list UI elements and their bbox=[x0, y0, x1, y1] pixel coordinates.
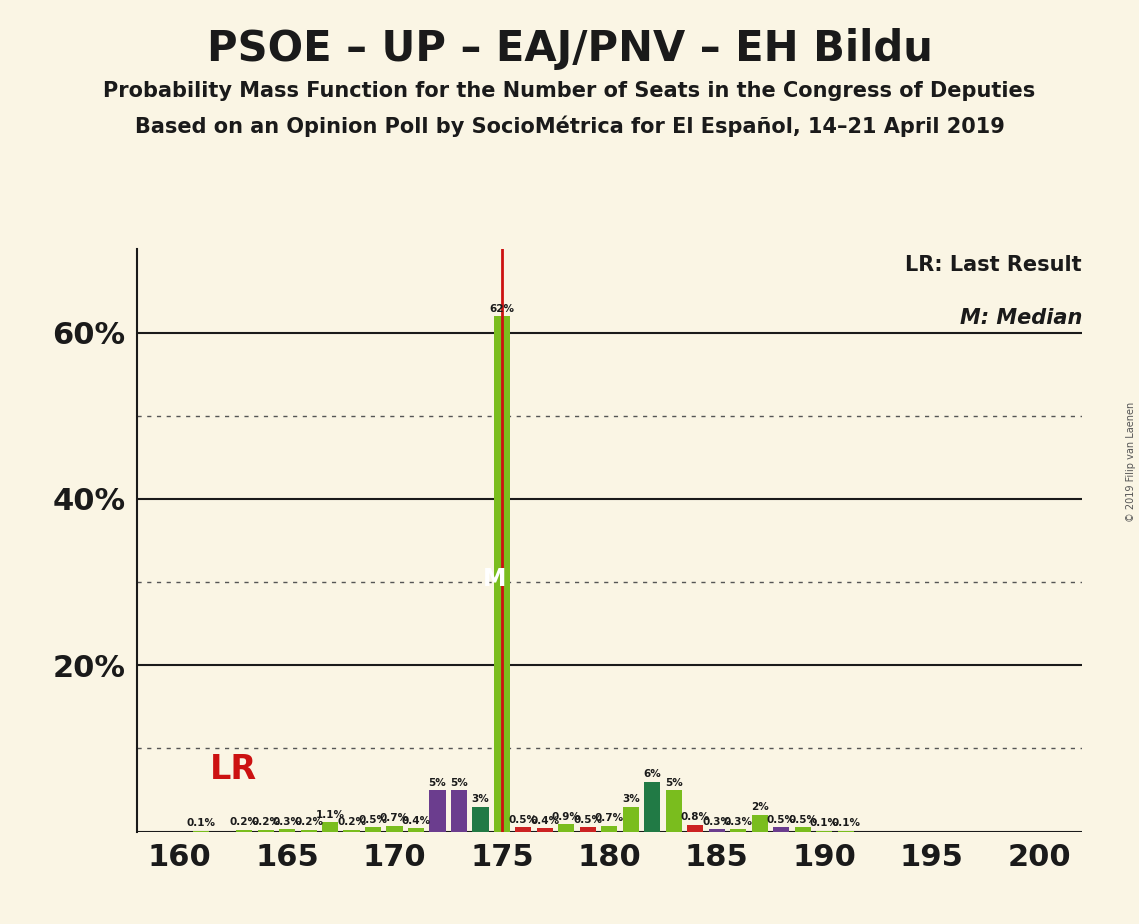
Bar bbox=[580, 828, 596, 832]
Bar bbox=[364, 828, 382, 832]
Bar bbox=[687, 825, 704, 832]
Text: 0.7%: 0.7% bbox=[595, 813, 624, 823]
Text: 0.5%: 0.5% bbox=[573, 815, 603, 825]
Bar bbox=[558, 824, 574, 832]
Bar bbox=[730, 829, 746, 832]
Bar bbox=[494, 316, 510, 832]
Bar bbox=[645, 782, 661, 832]
Text: 0.2%: 0.2% bbox=[251, 818, 280, 828]
Bar bbox=[279, 829, 295, 832]
Text: 5%: 5% bbox=[450, 777, 468, 787]
Text: LR: LR bbox=[210, 753, 257, 785]
Bar bbox=[386, 826, 402, 832]
Bar bbox=[322, 822, 338, 832]
Text: 62%: 62% bbox=[490, 303, 515, 313]
Bar bbox=[451, 790, 467, 832]
Text: 0.5%: 0.5% bbox=[509, 815, 538, 825]
Bar bbox=[666, 790, 682, 832]
Bar bbox=[344, 830, 360, 832]
Bar bbox=[773, 828, 789, 832]
Text: 6%: 6% bbox=[644, 769, 662, 779]
Text: 2%: 2% bbox=[751, 802, 769, 812]
Bar bbox=[795, 828, 811, 832]
Bar bbox=[301, 830, 317, 832]
Text: 5%: 5% bbox=[665, 777, 682, 787]
Text: 1.1%: 1.1% bbox=[316, 810, 345, 820]
Text: 0.7%: 0.7% bbox=[380, 813, 409, 823]
Bar bbox=[236, 830, 252, 832]
Text: 0.9%: 0.9% bbox=[552, 811, 581, 821]
Text: 0.3%: 0.3% bbox=[272, 817, 302, 827]
Bar bbox=[429, 790, 445, 832]
Text: 0.1%: 0.1% bbox=[831, 819, 860, 828]
Text: 3%: 3% bbox=[622, 794, 640, 804]
Text: 3%: 3% bbox=[472, 794, 490, 804]
Bar bbox=[473, 807, 489, 832]
Bar bbox=[708, 829, 724, 832]
Text: 0.3%: 0.3% bbox=[703, 817, 731, 827]
Bar bbox=[623, 807, 639, 832]
Text: 0.5%: 0.5% bbox=[767, 815, 796, 825]
Text: LR: Last Result: LR: Last Result bbox=[906, 255, 1082, 275]
Bar bbox=[601, 826, 617, 832]
Bar bbox=[536, 828, 552, 832]
Text: 0.2%: 0.2% bbox=[230, 818, 259, 828]
Text: 0.8%: 0.8% bbox=[681, 812, 710, 822]
Text: 0.5%: 0.5% bbox=[788, 815, 818, 825]
Text: PSOE – UP – EAJ/PNV – EH Bildu: PSOE – UP – EAJ/PNV – EH Bildu bbox=[206, 28, 933, 69]
Bar bbox=[752, 815, 768, 832]
Text: M: M bbox=[483, 567, 506, 591]
Text: 0.1%: 0.1% bbox=[187, 819, 215, 828]
Text: 0.2%: 0.2% bbox=[337, 818, 366, 828]
Text: 5%: 5% bbox=[428, 777, 446, 787]
Text: 0.4%: 0.4% bbox=[401, 816, 431, 826]
Text: 0.1%: 0.1% bbox=[810, 819, 838, 828]
Text: Probability Mass Function for the Number of Seats in the Congress of Deputies: Probability Mass Function for the Number… bbox=[104, 81, 1035, 102]
Text: 0.2%: 0.2% bbox=[294, 818, 323, 828]
Text: © 2019 Filip van Laenen: © 2019 Filip van Laenen bbox=[1126, 402, 1136, 522]
Bar bbox=[257, 830, 273, 832]
Text: M: Median: M: Median bbox=[960, 308, 1082, 328]
Text: Based on an Opinion Poll by SocioMétrica for El Español, 14–21 April 2019: Based on an Opinion Poll by SocioMétrica… bbox=[134, 116, 1005, 137]
Bar bbox=[515, 828, 532, 832]
Text: 0.3%: 0.3% bbox=[723, 817, 753, 827]
Text: 0.4%: 0.4% bbox=[531, 816, 559, 826]
Text: 0.5%: 0.5% bbox=[359, 815, 387, 825]
Bar bbox=[408, 828, 424, 832]
